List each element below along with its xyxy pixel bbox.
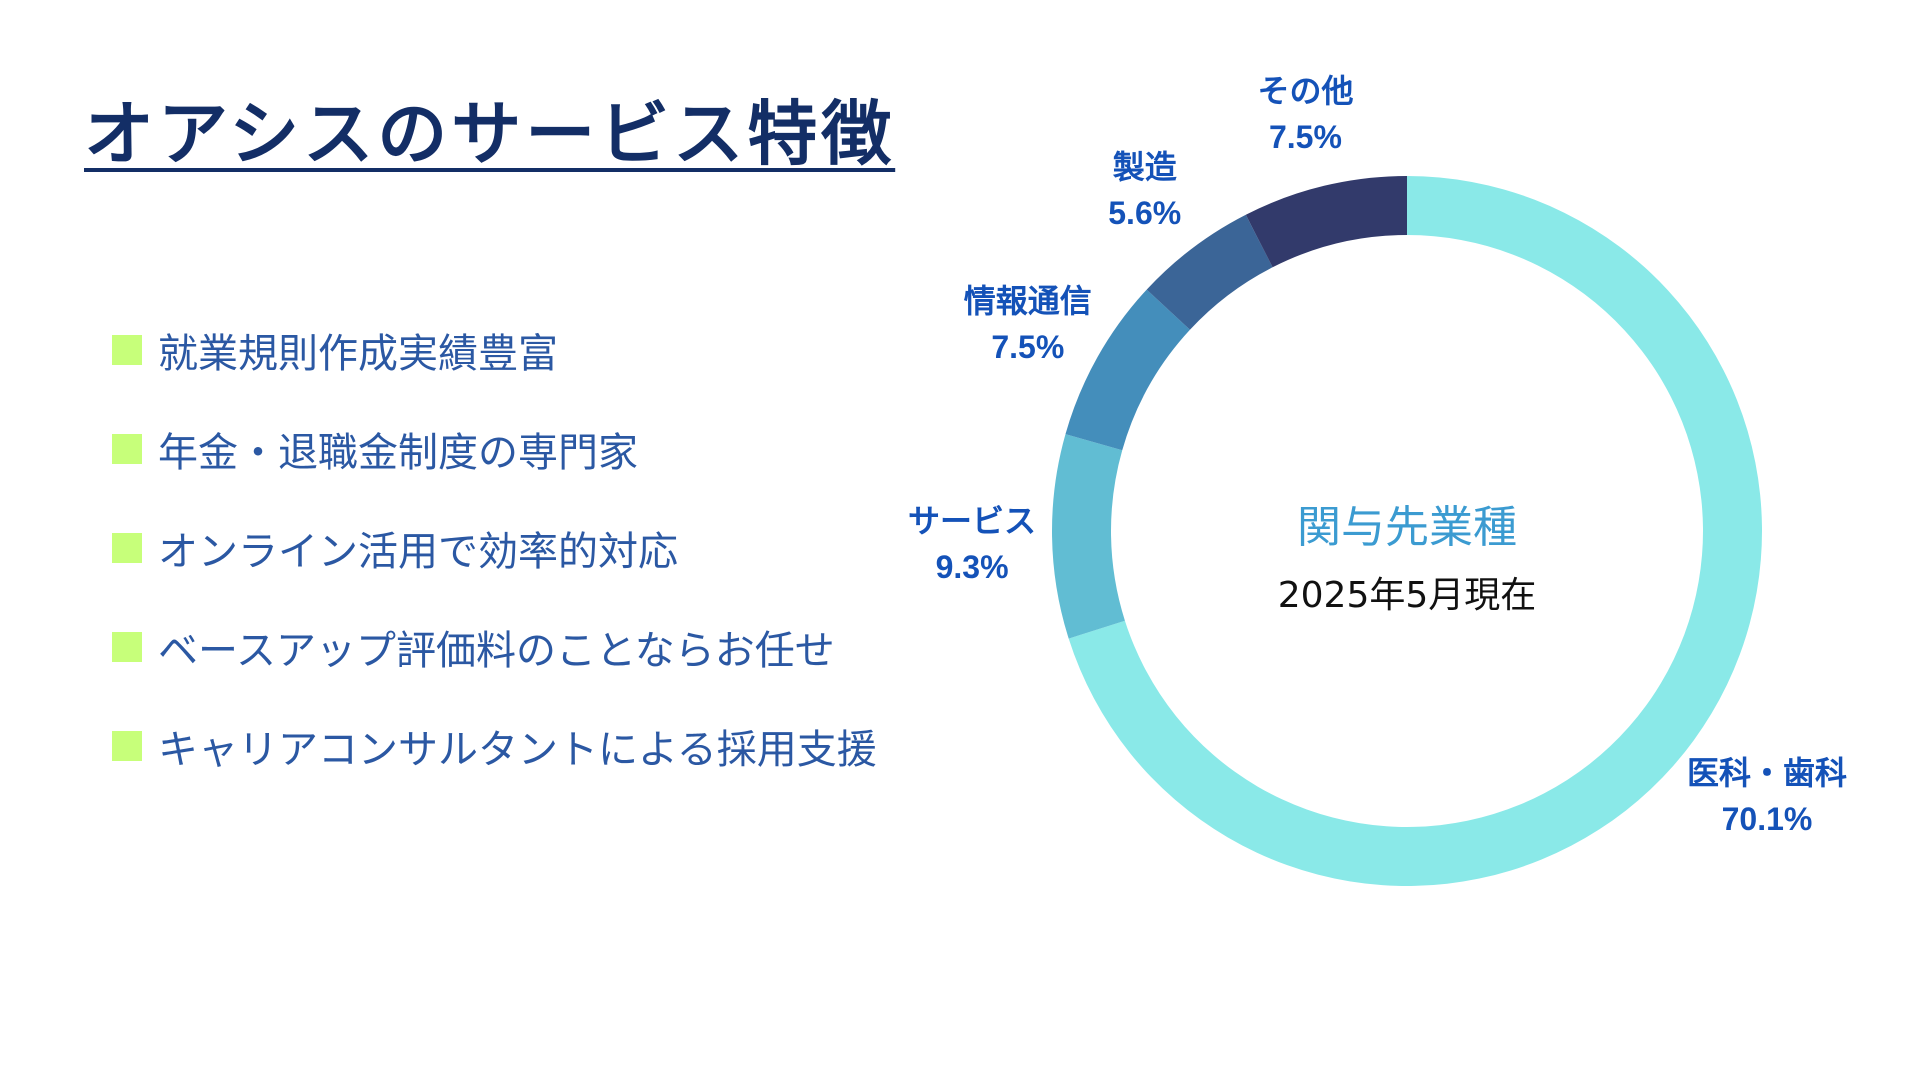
feature-text: 年金・退職金制度の専門家: [158, 429, 638, 476]
donut-labels: 医科・歯科 70.1% サービス 9.3% 情報通信 7.5% 製造 5.6% その他 7.5%: [908, 73, 1847, 837]
donut-segments: [1052, 176, 1762, 886]
feature-item: オンライン活用で効率的対応: [112, 498, 877, 597]
segment-value-label: 9.3%: [936, 549, 1009, 585]
segment-category-label: 情報通信: [964, 283, 1092, 319]
donut-segment: [1052, 434, 1125, 639]
segment-value-label: 70.1%: [1722, 801, 1813, 837]
donut-segment: [1146, 214, 1273, 330]
feature-item: キャリアコンサルタントによる採用支援: [112, 696, 877, 795]
feature-item: ベースアップ評価料のことならお任せ: [112, 597, 877, 696]
square-bullet-icon: [112, 532, 142, 563]
segment-category-label: 製造: [1113, 149, 1177, 185]
feature-text: オンライン活用で効率的対応: [158, 528, 678, 575]
feature-text: ベースアップ評価料のことならお任せ: [158, 627, 835, 674]
segment-category-label: その他: [1257, 73, 1353, 109]
square-bullet-icon: [112, 730, 142, 761]
feature-text: キャリアコンサルタントによる採用支援: [158, 726, 877, 773]
chart-title: 関与先業種: [1297, 502, 1517, 553]
feature-text: 就業規則作成実績豊富: [158, 330, 558, 377]
donut-segment: [1065, 289, 1190, 451]
segment-value-label: 7.5%: [1269, 119, 1342, 155]
feature-list: 就業規則作成実績豊富 年金・退職金制度の専門家 オンライン活用で効率的対応 ベー…: [112, 300, 877, 795]
square-bullet-icon: [112, 631, 142, 662]
feature-item: 就業規則作成実績豊富: [112, 300, 877, 399]
segment-value-label: 5.6%: [1108, 195, 1181, 231]
segment-category-label: 医科・歯科: [1687, 755, 1847, 791]
segment-value-label: 7.5%: [991, 329, 1064, 365]
chart-subtitle: 2025年5月現在: [1278, 575, 1537, 616]
feature-item: 年金・退職金制度の専門家: [112, 399, 877, 498]
segment-category-label: サービス: [908, 503, 1036, 539]
square-bullet-icon: [112, 334, 142, 365]
page-title: オアシスのサービス特徴: [84, 93, 896, 175]
donut-segment: [1245, 176, 1407, 268]
square-bullet-icon: [112, 433, 142, 464]
